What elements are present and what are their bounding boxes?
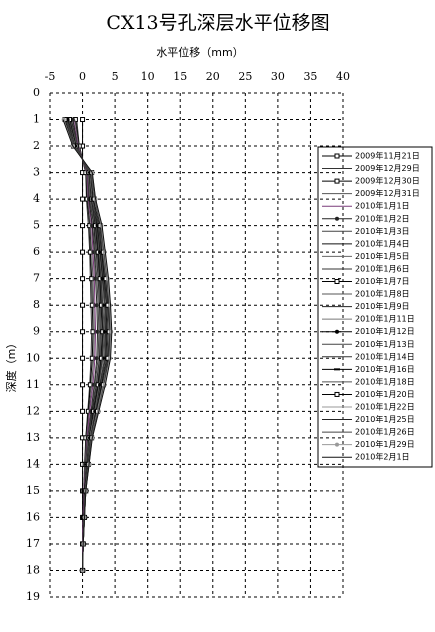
x-tick-label: 20 — [206, 70, 220, 83]
y-tick-label: 8 — [33, 298, 40, 311]
legend-label: 2009年12月30日 — [355, 176, 420, 186]
marker — [107, 303, 112, 308]
marker — [80, 408, 86, 414]
legend-label: 2010年1月25日 — [355, 414, 415, 424]
y-tick-label: 16 — [26, 510, 40, 523]
marker — [80, 382, 86, 388]
legend-label: 2010年1月4日 — [355, 238, 410, 248]
y-tick-label: 14 — [26, 457, 40, 470]
marker — [335, 442, 339, 447]
y-tick-label: 10 — [26, 351, 40, 364]
legend-label: 2010年1月12日 — [355, 326, 415, 336]
marker — [80, 302, 86, 308]
legend-label: 2010年1月22日 — [355, 402, 415, 412]
legend-label: 2009年11月21日 — [355, 151, 420, 161]
x-tick-label: 0 — [79, 70, 86, 83]
legend-label: 2010年1月11日 — [355, 314, 415, 324]
x-tick-label: 25 — [238, 70, 252, 83]
legend-label: 2010年1月29日 — [355, 439, 415, 449]
y-tick-label: 9 — [33, 325, 40, 338]
marker — [61, 117, 66, 122]
marker — [80, 196, 86, 202]
marker — [80, 276, 86, 282]
legend-label: 2009年12月31日 — [355, 188, 420, 198]
y-tick-label: 18 — [26, 563, 40, 576]
x-tick-label: 15 — [173, 70, 187, 83]
series-line — [72, 119, 97, 571]
x-tick-label: 10 — [141, 70, 155, 83]
y-tick-label: 4 — [33, 192, 40, 205]
series-line — [62, 119, 113, 571]
marker — [80, 355, 86, 361]
x-tick-label: 40 — [336, 70, 350, 83]
marker — [334, 178, 340, 184]
legend-label: 2010年1月26日 — [355, 427, 415, 437]
marker — [80, 329, 86, 335]
legend-label: 2010年1月18日 — [355, 376, 415, 386]
y-tick-label: 12 — [26, 404, 40, 417]
y-tick-label: 13 — [26, 431, 40, 444]
x-tick-label: -5 — [45, 70, 56, 83]
legend-label: 2010年1月1日 — [355, 201, 410, 211]
legend-label: 2010年1月5日 — [355, 251, 410, 261]
y-tick-label: 17 — [26, 537, 40, 550]
y-tick-label: 5 — [33, 219, 40, 232]
marker — [334, 391, 340, 397]
legend-label: 2010年1月13日 — [355, 339, 415, 349]
marker — [90, 329, 96, 335]
marker — [80, 117, 86, 123]
y-tick-label: 15 — [26, 484, 40, 497]
legend-label: 2010年1月6日 — [355, 263, 410, 273]
marker — [89, 355, 95, 361]
marker — [89, 302, 95, 308]
y-tick-label: 6 — [33, 245, 40, 258]
legend-label: 2010年1月7日 — [355, 276, 410, 286]
legend-label: 2010年1月16日 — [355, 364, 415, 374]
legend-label: 2010年1月20日 — [355, 389, 415, 399]
x-tick-label: 30 — [271, 70, 285, 83]
marker — [334, 153, 340, 159]
y-tick-label: 0 — [33, 86, 40, 99]
y-tick-label: 3 — [33, 166, 40, 179]
legend-label: 2010年1月3日 — [355, 226, 410, 236]
y-tick-label: 11 — [26, 378, 40, 391]
y-axis-title: 深度（m） — [4, 338, 18, 393]
legend-label: 2010年1月2日 — [355, 213, 410, 223]
marker — [80, 249, 86, 255]
y-tick-label: 19 — [26, 590, 40, 603]
marker — [334, 368, 340, 371]
y-tick-label: 1 — [33, 113, 40, 126]
y-tick-label: 2 — [33, 139, 40, 152]
legend-label: 2010年1月9日 — [355, 301, 410, 311]
marker — [334, 279, 340, 284]
legend-label: 2010年2月1日 — [355, 452, 410, 462]
legend-label: 2009年12月29日 — [355, 163, 420, 173]
marker — [335, 329, 339, 334]
marker — [109, 329, 114, 334]
legend-label: 2010年1月8日 — [355, 289, 410, 299]
marker — [80, 223, 86, 229]
chart-title: CX13号孔深层水平位移图 — [106, 12, 329, 34]
y-tick-label: 7 — [33, 272, 40, 285]
x-axis-title: 水平位移（mm） — [156, 45, 243, 59]
marker — [335, 216, 339, 221]
x-tick-label: 5 — [112, 70, 119, 83]
x-tick-label: 35 — [303, 70, 317, 83]
legend-label: 2010年1月14日 — [355, 351, 415, 361]
